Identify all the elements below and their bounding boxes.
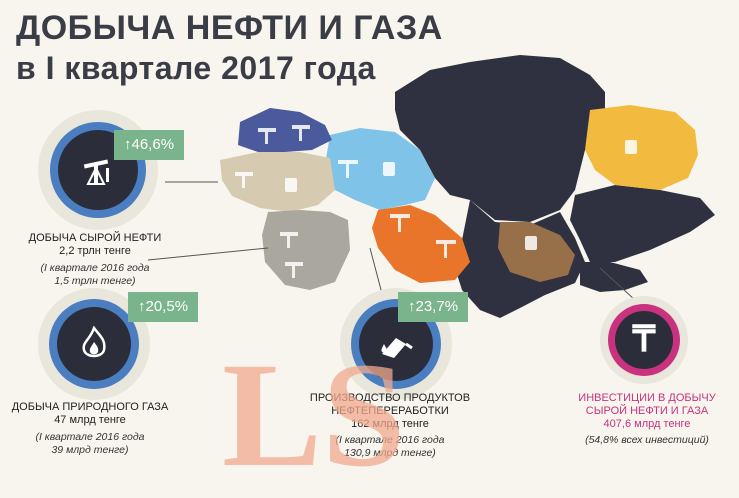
refining-title-1: ПРОИЗВОДСТВО ПРОДУКТОВ bbox=[309, 392, 471, 404]
gas-title: ДОБЫЧА ПРИРОДНОГО ГАЗА bbox=[11, 401, 169, 413]
gas-label: ДОБЫЧА ПРИРОДНОГО ГАЗА 47 млрд тенге (I … bbox=[10, 401, 170, 457]
gas-value: 47 млрд тенге bbox=[54, 414, 126, 426]
refining-value: 162 млрд тенге bbox=[351, 418, 429, 430]
investment-title-2: СЫРОЙ НЕФТИ И ГАЗА bbox=[585, 405, 709, 417]
oil-label: ДОБЫЧА СЫРОЙ НЕФТИ 2,2 трлн тенге (I ква… bbox=[20, 232, 170, 288]
watermark-logo: LS bbox=[222, 332, 406, 498]
gas-circle bbox=[38, 288, 150, 400]
map-region-beige bbox=[220, 152, 335, 212]
gas-note-1: (I квартале 2016 года bbox=[35, 431, 145, 443]
gas-note-2: 39 млрд тенге) bbox=[51, 444, 129, 456]
investment-value: 407,6 млрд тенге bbox=[603, 418, 691, 430]
refining-growth-badge: ↑23,7% bbox=[398, 292, 469, 322]
oil-value: 2,2 трлн тенге bbox=[59, 245, 131, 257]
title-line-2: в I квартале 2017 года bbox=[16, 50, 376, 86]
map-region-yellow bbox=[585, 105, 698, 190]
map-region-navy bbox=[238, 108, 332, 152]
gas-growth-badge: ↑20,5% bbox=[128, 292, 199, 322]
kazakhstan-regions-map bbox=[147, 55, 715, 318]
map-region-blue bbox=[325, 128, 435, 210]
fuel-nozzle-icon bbox=[381, 338, 413, 358]
oil-growth-badge: ↑46,6% bbox=[114, 130, 185, 160]
oil-note-2: 1,5 трлн тенге) bbox=[54, 275, 136, 287]
page-title: ДОБЫЧА НЕФТИ И ГАЗА в I квартале 2017 го… bbox=[16, 8, 443, 88]
oil-pump-icon bbox=[83, 159, 109, 185]
oil-circle bbox=[38, 110, 158, 230]
oil-note-1: (I квартале 2016 года bbox=[40, 262, 150, 274]
map-region-brown bbox=[498, 222, 575, 282]
title-line-1: ДОБЫЧА НЕФТИ И ГАЗА bbox=[16, 9, 443, 47]
investment-note: (54,8% всех инвестиций) bbox=[585, 434, 709, 446]
oil-title: ДОБЫЧА СЫРОЙ НЕФТИ bbox=[28, 232, 162, 244]
refining-note-2: 130,9 млрд тенге) bbox=[344, 447, 436, 459]
map-region-orange bbox=[372, 205, 470, 283]
investment-title-1: ИНВЕСТИЦИИ В ДОБЫЧУ bbox=[578, 392, 716, 404]
map-region-grey bbox=[262, 210, 350, 290]
tenge-icon: ₸ bbox=[632, 318, 656, 359]
refining-circle bbox=[340, 288, 452, 400]
map-region-north bbox=[395, 55, 605, 222]
investment-label: ИНВЕСТИЦИИ В ДОБЫЧУ СЫРОЙ НЕФТИ И ГАЗА 4… bbox=[572, 392, 722, 447]
map-region-east bbox=[570, 185, 715, 262]
refining-title-2: НЕФТЕПЕРЕРАБОТКИ bbox=[331, 405, 449, 417]
refining-label: ПРОИЗВОДСТВО ПРОДУКТОВ НЕФТЕПЕРЕРАБОТКИ … bbox=[300, 392, 480, 460]
flame-icon bbox=[82, 326, 106, 358]
map-region-southeast bbox=[580, 262, 648, 292]
investment-circle: ₸ bbox=[600, 296, 688, 384]
refining-note-1: (I квартале 2016 года bbox=[335, 434, 445, 446]
